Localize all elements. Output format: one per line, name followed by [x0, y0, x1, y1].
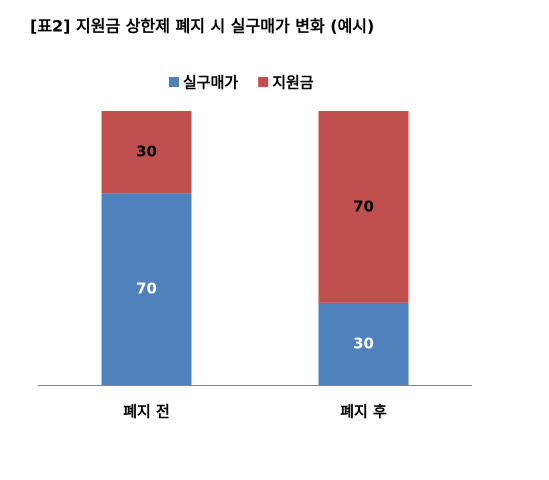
chart-title: [표2] 지원금 상한제 폐지 시 실구매가 변화 (예시): [30, 17, 374, 36]
legend-label: 지원금: [272, 74, 314, 92]
legend-label: 실구매가: [183, 74, 238, 92]
bar-segment: [101, 111, 192, 194]
data-label: 70: [136, 280, 157, 298]
data-label: 30: [136, 143, 157, 161]
bar-segment: [101, 193, 192, 385]
legend-swatch: [169, 77, 179, 87]
bar-segment: [318, 302, 409, 385]
data-label: 30: [353, 334, 374, 352]
x-tick-label: 폐지 후: [340, 403, 387, 421]
data-label: 70: [353, 197, 374, 215]
x-tick-label: 폐지 전: [123, 403, 170, 421]
bar-segment: [318, 111, 409, 303]
legend-swatch: [258, 77, 269, 87]
